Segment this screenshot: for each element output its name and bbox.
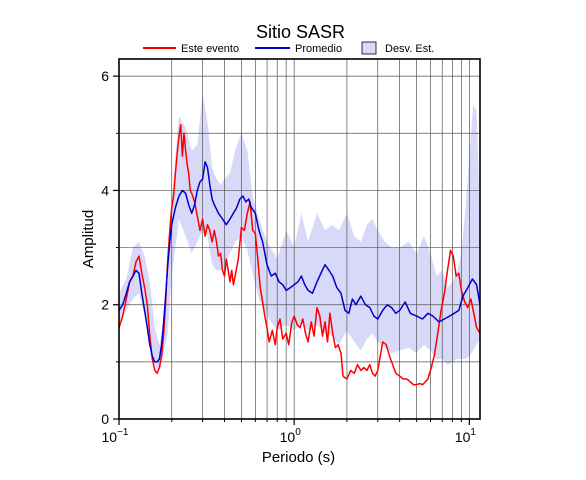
std-dev-band bbox=[119, 93, 480, 371]
series-line-este-evento bbox=[118, 123, 481, 386]
legend-label-este-evento: Este evento bbox=[181, 43, 239, 55]
y-tick-label: 0 bbox=[101, 411, 109, 427]
x-tick-label: 100 bbox=[280, 427, 302, 445]
x-tick-label: 10−1 bbox=[102, 427, 129, 445]
band-layer bbox=[119, 93, 480, 371]
x-tick-label: 101 bbox=[455, 427, 477, 445]
grid-layer bbox=[119, 59, 480, 419]
series-line-promedio bbox=[118, 161, 481, 363]
legend-label-promedio: Promedio bbox=[295, 43, 342, 55]
chart-title: Sitio SASR bbox=[256, 22, 345, 42]
series-layer bbox=[118, 123, 481, 386]
y-tick-label: 6 bbox=[101, 68, 109, 84]
tick-layer: 0 2 4 6 10−1 100 101 bbox=[101, 68, 476, 445]
y-tick-label: 2 bbox=[101, 297, 109, 313]
y-axis-label: Amplitud bbox=[80, 210, 97, 268]
legend-swatch-desv-est- bbox=[361, 41, 377, 55]
axis-labels: Sitio SASR Periodo (s) Amplitud bbox=[80, 22, 345, 466]
legend: Este evento Promedio Desv. Est. bbox=[143, 41, 434, 55]
legend-label-desv-est-: Desv. Est. bbox=[385, 43, 434, 55]
y-tick-label: 4 bbox=[101, 182, 109, 198]
plot-frame bbox=[118, 58, 481, 420]
x-axis-label: Periodo (s) bbox=[262, 449, 335, 466]
